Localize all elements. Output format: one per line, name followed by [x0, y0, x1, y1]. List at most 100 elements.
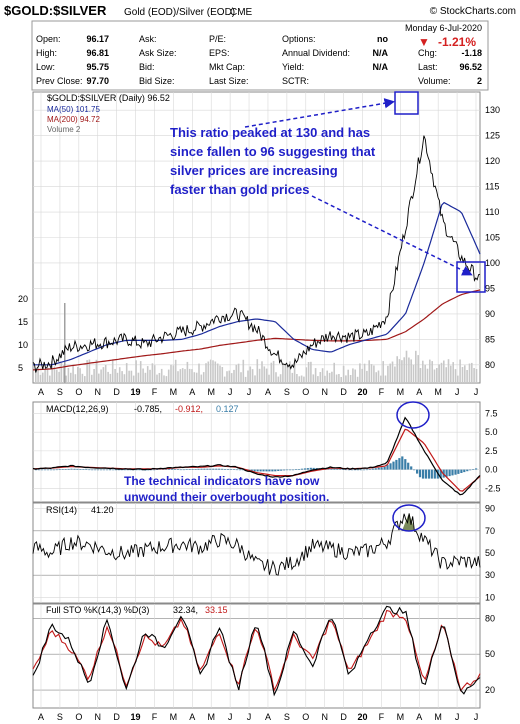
macd-histogram-bar [120, 469, 123, 471]
volume-bar [256, 359, 259, 383]
volume-bar [49, 375, 51, 383]
volume-tick-label: 20 [18, 294, 28, 304]
volume-bar [361, 368, 363, 383]
volume-bar [436, 368, 438, 383]
macd-peak-circle [396, 401, 430, 429]
volume-bar [102, 367, 105, 383]
volume-bar [345, 375, 347, 383]
rsi-label: RSI(14) [46, 505, 77, 515]
volume-bar [81, 373, 84, 383]
volume-bar [354, 369, 356, 383]
volume-bar [221, 367, 224, 383]
volume-bar [391, 361, 394, 383]
volume-bar [415, 350, 417, 383]
volume-bar [401, 360, 403, 383]
x-tick-label: D [340, 387, 347, 397]
volume-bar [424, 364, 426, 383]
macd-histogram-bar [268, 469, 271, 472]
stat-value: N/A [373, 62, 389, 72]
volume-bar [95, 359, 98, 383]
volume-bar [447, 359, 450, 383]
volume-bar [293, 362, 296, 383]
macd-histogram-bar [218, 468, 221, 470]
stat-value: 96.17 [86, 34, 109, 44]
macd-histogram-bar [111, 469, 114, 471]
macd-histogram-bar [424, 469, 427, 479]
macd-histogram-bar [129, 469, 132, 471]
y-tick-label: 80 [485, 360, 495, 370]
volume-bar [440, 362, 443, 383]
volume-bar [214, 361, 217, 383]
macd-histogram-bar [94, 469, 97, 471]
macd-histogram-bar [97, 469, 100, 471]
volume-bar [233, 369, 235, 383]
ma200-line [32, 289, 481, 371]
macd-histogram-bar [262, 469, 265, 472]
volume-bar [312, 374, 315, 383]
volume-bar [128, 370, 130, 383]
macd-histogram-bar [356, 469, 360, 471]
volume-tick-label: 5 [18, 363, 23, 373]
macd-histogram-bar [445, 469, 448, 477]
symbol-description: Gold (EOD)/Silver (EOD) [124, 7, 235, 18]
volume-bar [321, 368, 324, 383]
macd-histogram-bar [433, 469, 436, 479]
macd-histogram-bar [241, 469, 244, 471]
volume-bar [461, 367, 464, 383]
volume-bar [193, 372, 196, 383]
macd-histogram-bar [238, 469, 241, 471]
macd-histogram-bar [70, 468, 73, 470]
x-tick-label: A [416, 712, 422, 722]
macd-line [32, 416, 481, 496]
stat-label: Prev Close: [36, 76, 83, 86]
volume-bar [184, 369, 186, 383]
macd-histogram-bar [398, 458, 401, 470]
volume-bar [188, 368, 191, 383]
volume-tick-label: 15 [18, 317, 28, 327]
macd-histogram-bar [108, 469, 111, 471]
x-tick-label: S [284, 712, 290, 722]
volume-bar [104, 364, 107, 383]
arrow-to-peak [244, 98, 395, 128]
stats-box: Monday 6-Jul-2020 ▼ -1.21% Open: 96.17 Hig… [31, 20, 489, 91]
volume-bar [35, 368, 37, 383]
volume-bar [100, 369, 102, 383]
macd-histogram-bar [167, 468, 171, 470]
volume-bar [356, 376, 359, 383]
sto-k-value: 32.34, [173, 605, 198, 615]
macd-histogram-bar [472, 469, 475, 470]
volume-bar [445, 367, 447, 383]
x-tick-label: A [38, 387, 44, 397]
macd-histogram-bar [312, 467, 315, 470]
macd-histogram-bar [191, 469, 194, 470]
macd-histogram-bar [35, 469, 38, 471]
volume-bar [56, 369, 58, 383]
stat-label: Volume: [418, 76, 451, 86]
sto-legend: Full STO %K(14,3) %D(3) 32.34, 33.15 [46, 605, 228, 615]
volume-bar [394, 366, 396, 383]
volume-bar [139, 361, 142, 383]
volume-bar [125, 363, 128, 383]
stat-value: no [377, 34, 388, 44]
volume-bar [198, 363, 200, 383]
macd-histogram-bar [291, 469, 295, 471]
volume-bar [319, 372, 322, 383]
macd-histogram-bar [200, 468, 203, 470]
arrow-to-current [311, 195, 473, 276]
macd-histogram-bar [179, 469, 182, 471]
volume-bar [242, 359, 245, 383]
macd-histogram-bar [102, 469, 106, 471]
macd-histogram-bar [114, 469, 117, 471]
macd-histogram-bar [150, 469, 153, 471]
macd-histogram-bar [413, 469, 416, 471]
volume-bar [326, 370, 328, 383]
macd-histogram-bar [215, 468, 218, 470]
volume-bar [174, 359, 177, 383]
macd-value: -0.785, [134, 404, 162, 414]
y-tick-label: 130 [485, 105, 500, 115]
volume-bar [333, 362, 335, 383]
volume-bar [121, 371, 123, 383]
volume-bar [403, 357, 405, 383]
macd-signal-value: -0.912, [175, 404, 203, 414]
volume-bar [142, 368, 144, 383]
